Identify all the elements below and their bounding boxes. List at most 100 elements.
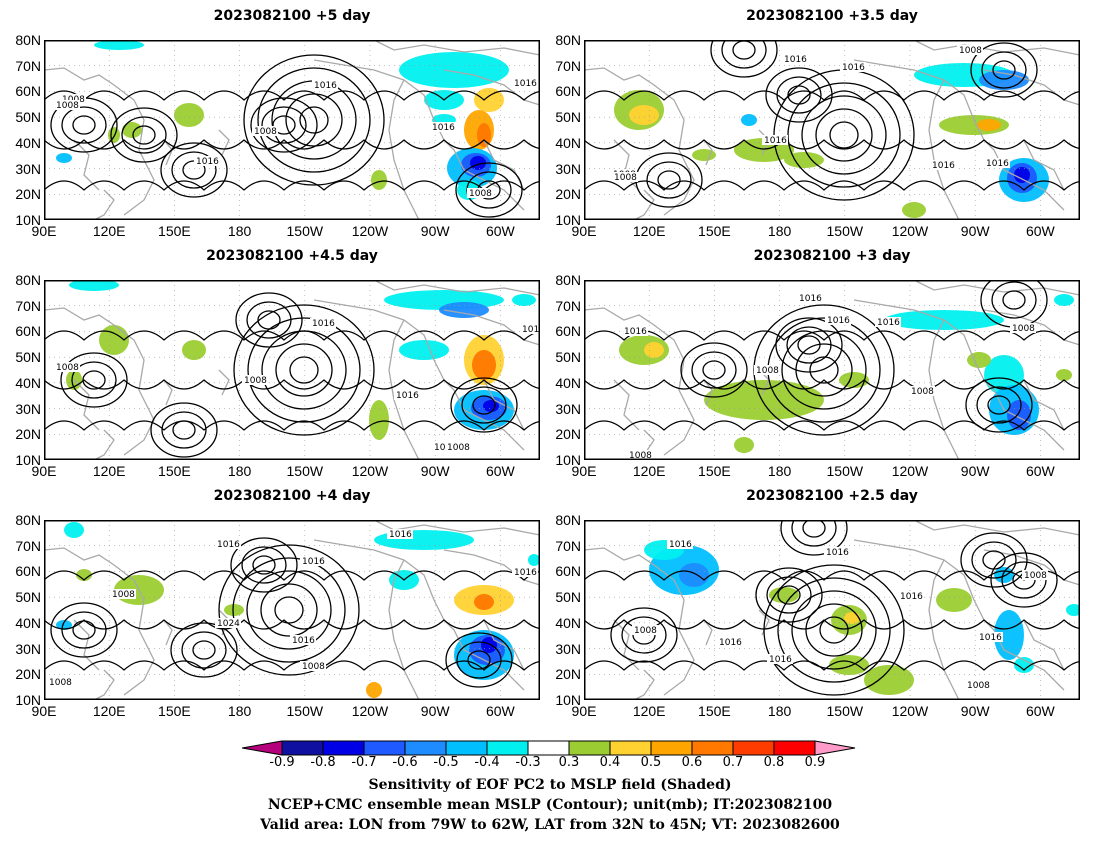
lon-tick-label: 120W bbox=[891, 463, 929, 479]
lat-tick-label: 50N bbox=[555, 349, 581, 366]
mslp-contour bbox=[241, 546, 287, 584]
mslp-contour bbox=[981, 51, 1027, 89]
coastline bbox=[853, 539, 1065, 691]
coastline bbox=[388, 559, 420, 700]
contour-label: 1008 bbox=[112, 590, 135, 600]
contour-label: 1008 bbox=[911, 387, 934, 397]
map-panel-3: 1016100810081016101610081008 bbox=[44, 280, 540, 460]
lon-tick-label: 90E bbox=[31, 463, 57, 479]
contour-label-bg bbox=[445, 442, 471, 452]
lon-tick-label: 90E bbox=[571, 463, 597, 479]
map-frame bbox=[584, 520, 1080, 700]
contour-label-bg bbox=[824, 547, 850, 557]
contour-label: 1008 bbox=[756, 366, 779, 376]
lat-tick-label: 40N bbox=[555, 614, 581, 631]
coastline bbox=[443, 69, 540, 106]
sensitivity-shade bbox=[182, 340, 206, 360]
contour-label: 1008 bbox=[56, 363, 79, 373]
map-frame bbox=[44, 280, 540, 460]
coastline bbox=[928, 559, 960, 700]
contour-label: 1008 bbox=[959, 46, 982, 56]
lon-tick-label: 150E bbox=[698, 703, 731, 719]
lat-tick-label: 10N bbox=[555, 692, 581, 708]
contour-label-bg bbox=[512, 567, 538, 577]
colorbar-tick-label: -0.9 bbox=[269, 755, 295, 770]
lon-tick-label: 120W bbox=[351, 703, 389, 719]
sensitivity-shade bbox=[56, 620, 72, 630]
lon-tick-label: 150E bbox=[698, 463, 731, 479]
contour-label: 1008 bbox=[254, 127, 277, 137]
coastline bbox=[44, 547, 155, 696]
mslp-contour bbox=[121, 116, 167, 154]
contour-label: 1008 bbox=[302, 662, 325, 672]
contour-label: 1016 bbox=[396, 391, 419, 401]
mslp-contour bbox=[987, 395, 1011, 415]
mslp-contour bbox=[657, 170, 681, 190]
coastline bbox=[584, 67, 695, 216]
lat-tick-label: 10N bbox=[15, 452, 41, 468]
mslp-contour bbox=[787, 85, 811, 105]
contour-label: 1016 bbox=[312, 319, 335, 329]
sensitivity-shade bbox=[1014, 657, 1034, 673]
lat-tick-label: 50N bbox=[15, 109, 41, 126]
mslp-contour bbox=[960, 532, 1028, 588]
coastline bbox=[983, 549, 1080, 586]
lon-tick-label: 90E bbox=[31, 703, 57, 719]
map-frame bbox=[44, 40, 540, 220]
lat-tick-label: 80N bbox=[555, 512, 581, 528]
mslp-contour bbox=[791, 520, 837, 547]
mslp-contour bbox=[44, 420, 540, 431]
mslp-contour bbox=[82, 370, 106, 390]
lon-tick-label: 150E bbox=[158, 703, 191, 719]
mslp-contour bbox=[456, 641, 502, 679]
coastline bbox=[483, 139, 525, 191]
lon-tick-label: 180 bbox=[227, 223, 252, 239]
contour-label-bg bbox=[612, 172, 638, 182]
mslp-contour bbox=[132, 125, 156, 145]
lon-tick-label: 150E bbox=[158, 223, 191, 239]
coastline bbox=[703, 619, 713, 646]
lat-tick-label: 20N bbox=[15, 426, 41, 443]
contour-label: 1016 bbox=[769, 655, 792, 665]
lat-tick-label: 10N bbox=[15, 692, 41, 708]
lat-tick-label: 30N bbox=[15, 160, 41, 177]
lat-tick-label: 70N bbox=[15, 537, 41, 554]
map-panel-6: 1016 1016 1016 1008 1016 1016 1008 1016 1008 bbox=[584, 520, 1080, 700]
contour-label-bg bbox=[667, 539, 693, 549]
lon-tick-label: 60W bbox=[485, 703, 515, 719]
lat-tick-label: 30N bbox=[15, 640, 41, 657]
contour-label-bg bbox=[957, 45, 983, 55]
contour-label-bg bbox=[1022, 570, 1048, 580]
lon-tick-label: 180 bbox=[227, 463, 252, 479]
lat-tick-label: 70N bbox=[15, 297, 41, 314]
contour-label-bg bbox=[430, 122, 456, 132]
contour-label: 1016 bbox=[389, 530, 412, 540]
contour-label: 1016 bbox=[979, 633, 1002, 643]
mslp-contour bbox=[971, 541, 1017, 579]
contour-label-bg bbox=[194, 156, 220, 166]
contour-label-bg bbox=[54, 100, 80, 110]
sensitivity-shade bbox=[439, 302, 489, 318]
sensitivity-shade bbox=[472, 350, 496, 380]
mslp-contour bbox=[171, 151, 217, 189]
mslp-contour bbox=[990, 552, 1058, 608]
contour-label: 1008 bbox=[629, 451, 652, 460]
sensitivity-shade bbox=[76, 569, 92, 581]
lon-tick-label: 180 bbox=[767, 223, 792, 239]
mslp-contour bbox=[797, 335, 821, 355]
contour-label-bg bbox=[622, 326, 648, 336]
mslp-contour bbox=[766, 576, 812, 614]
contour-label-bg bbox=[215, 618, 241, 628]
coastline bbox=[983, 69, 1080, 106]
contour-label: 1016 bbox=[986, 159, 1009, 169]
sensitivity-shade bbox=[844, 612, 860, 624]
lat-tick-label: 10N bbox=[15, 212, 41, 228]
lon-tick-label: 90W bbox=[420, 703, 450, 719]
contour-label-bg bbox=[898, 591, 924, 601]
contour-label: 1016 bbox=[764, 136, 787, 146]
mslp-contour bbox=[765, 67, 833, 123]
mslp-contour bbox=[247, 317, 361, 423]
contour-label: 1016 bbox=[314, 81, 337, 91]
lon-tick-label: 150W bbox=[286, 703, 324, 719]
contour-label-bg bbox=[467, 188, 493, 198]
